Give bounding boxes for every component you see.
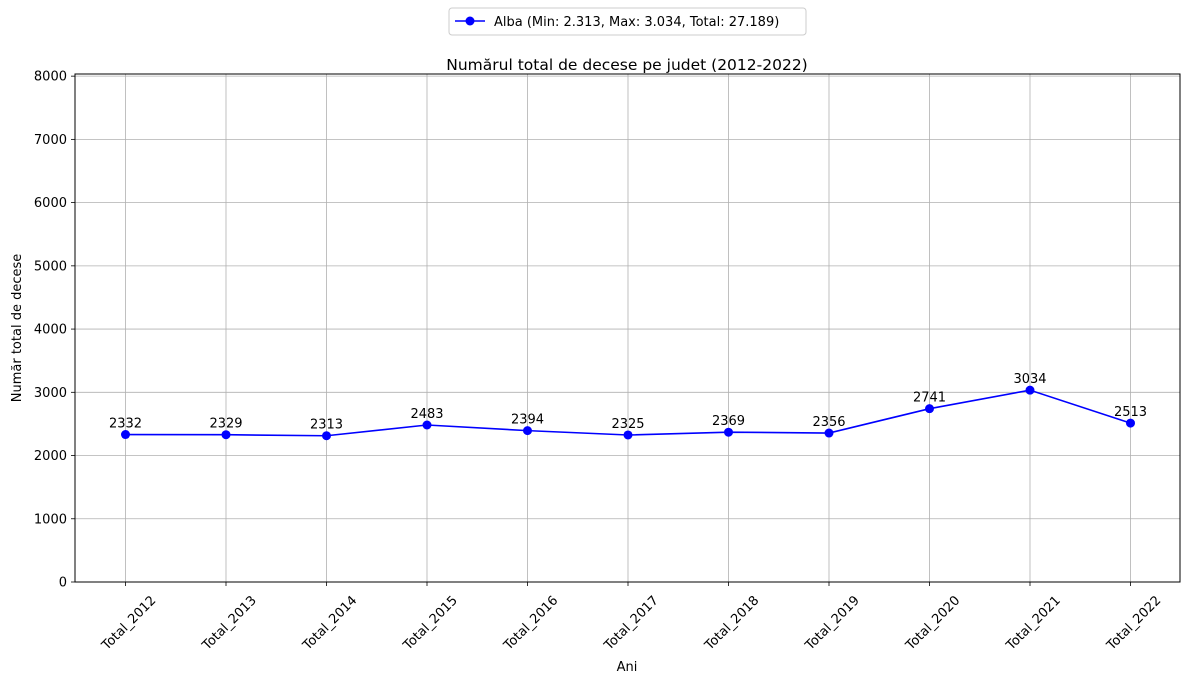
y-tick-label: 7000 bbox=[34, 133, 67, 148]
x-tick-label: Total_2016 bbox=[501, 593, 562, 654]
x-tick-label: Total_2022 bbox=[1104, 593, 1165, 654]
data-point bbox=[724, 427, 733, 437]
legend: Alba (Min: 2.313, Max: 3.034, Total: 27.… bbox=[448, 7, 807, 36]
y-axis-label: Număr total de decese bbox=[10, 254, 25, 402]
y-tick-label: 1000 bbox=[34, 512, 67, 527]
data-labels-layer: 2332 2329 2313 2483 2394 2325 2369 2356 2741 3034… bbox=[109, 372, 1147, 433]
y-tick-label: 8000 bbox=[34, 70, 67, 85]
x-tick-label: Total_2020 bbox=[903, 593, 964, 654]
legend-entry-label: Alba (Min: 2.313, Max: 3.034, Total: 27.… bbox=[494, 15, 779, 30]
legend-box bbox=[448, 7, 807, 36]
x-tick-label: Total_2015 bbox=[400, 593, 461, 654]
series-layer bbox=[121, 385, 1135, 441]
data-label: 2329 bbox=[209, 417, 242, 432]
x-tick-label: Total_2014 bbox=[300, 593, 361, 654]
data-point bbox=[422, 420, 432, 430]
data-label: 2313 bbox=[310, 418, 343, 433]
y-tick-label: 4000 bbox=[34, 323, 67, 338]
ticks-layer: Total_2012 Total_2013 Total_2014 Total_2015… bbox=[34, 70, 1164, 654]
grid-layer bbox=[75, 74, 1180, 583]
data-point bbox=[121, 430, 130, 440]
y-tick-label: 0 bbox=[59, 576, 67, 591]
data-point bbox=[824, 428, 834, 438]
x-tick-label: Total_2018 bbox=[702, 593, 763, 654]
x-tick-label: Total_2021 bbox=[1003, 593, 1064, 654]
y-tick-label: 5000 bbox=[34, 259, 67, 274]
data-point bbox=[623, 430, 633, 440]
x-tick-label: Total_2013 bbox=[199, 593, 260, 654]
x-axis-label: Ani bbox=[617, 660, 638, 675]
data-point bbox=[1025, 385, 1035, 395]
x-tick-label: Total_2017 bbox=[601, 593, 662, 654]
x-tick-label: Total_2012 bbox=[99, 593, 160, 654]
data-label: 2741 bbox=[913, 391, 946, 406]
y-tick-label: 6000 bbox=[34, 196, 67, 211]
data-label: 2394 bbox=[511, 413, 544, 428]
y-tick-label: 2000 bbox=[34, 449, 67, 464]
data-label: 2356 bbox=[812, 415, 845, 430]
data-point bbox=[925, 404, 934, 414]
data-label: 2483 bbox=[410, 407, 443, 422]
data-point bbox=[322, 431, 331, 441]
data-label: 2325 bbox=[611, 417, 644, 432]
plot-frame bbox=[74, 73, 1181, 583]
data-point bbox=[1126, 418, 1135, 428]
data-label: 3034 bbox=[1013, 372, 1046, 387]
legend-marker-swatch bbox=[465, 16, 475, 26]
data-label: 2369 bbox=[712, 414, 745, 429]
data-label: 2332 bbox=[109, 417, 142, 432]
chart-title: Numărul total de decese pe judet (2012-2… bbox=[446, 56, 807, 74]
y-tick-label: 3000 bbox=[34, 386, 67, 401]
data-point bbox=[221, 430, 231, 440]
data-label: 2513 bbox=[1114, 405, 1147, 420]
data-point bbox=[523, 426, 532, 436]
x-tick-label: Total_2019 bbox=[802, 593, 863, 654]
